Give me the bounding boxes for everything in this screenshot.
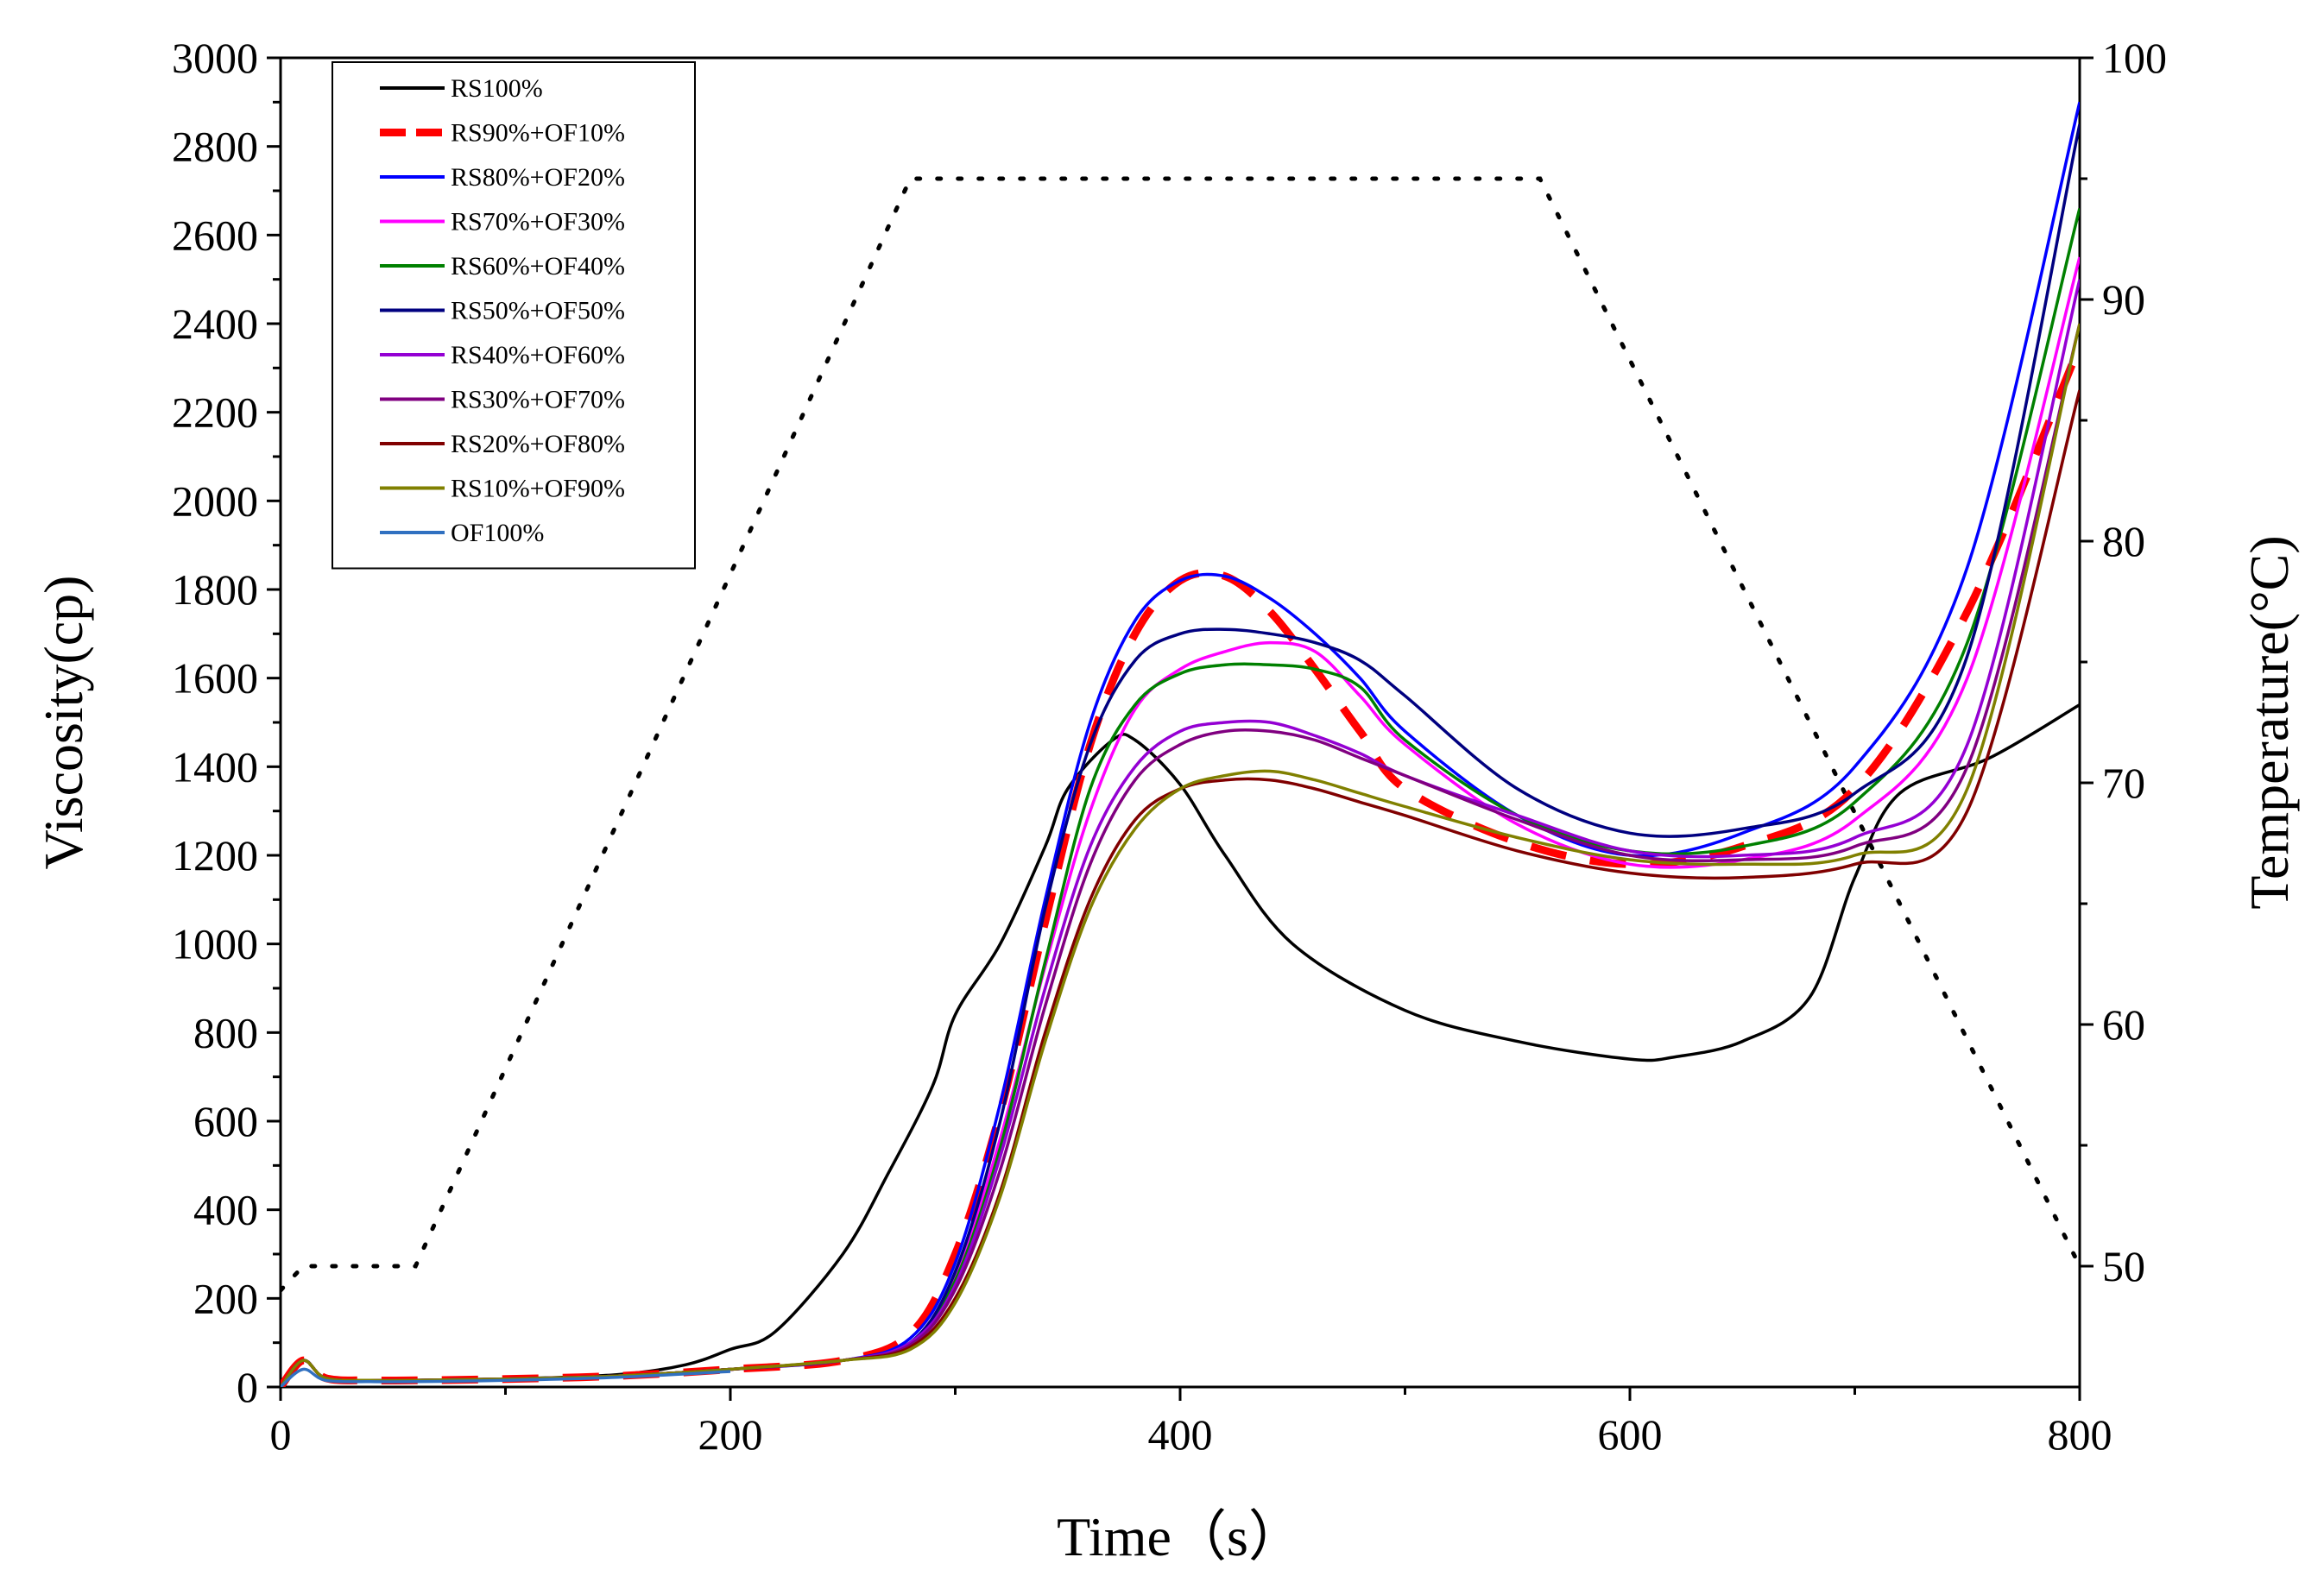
y2-tick-label: 60 [2102, 1000, 2145, 1049]
legend-label: RS30%+OF70% [451, 386, 625, 414]
plot-content [281, 101, 2080, 1387]
y-tick-label: 1400 [172, 742, 258, 791]
legend-box [332, 61, 696, 570]
y2-tick-label: 70 [2102, 759, 2145, 807]
y-tick-label: 2800 [172, 123, 258, 171]
legend-label: RS20%+OF80% [451, 430, 625, 458]
y2-tick-label: 100 [2102, 34, 2167, 82]
y-tick-label: 2600 [172, 211, 258, 259]
x-tick-label: 800 [2048, 1410, 2112, 1459]
axes: 0200400600800100012001400160018002000220… [172, 34, 2167, 1459]
series-line-11 [281, 1367, 731, 1387]
y-tick-label: 1800 [172, 565, 258, 614]
y2-tick-label: 90 [2102, 275, 2145, 324]
x-tick-label: 200 [698, 1410, 763, 1459]
legend-label: RS40%+OF60% [451, 341, 625, 369]
y-tick-label: 1000 [172, 920, 258, 968]
y-tick-label: 200 [193, 1274, 258, 1322]
y-tick-label: 800 [193, 1008, 258, 1056]
x-tick-label: 400 [1148, 1410, 1213, 1459]
y2-tick-label: 50 [2102, 1242, 2145, 1290]
y2-axis-title: Temperature(°C) [2239, 535, 2300, 909]
y-tick-label: 600 [193, 1097, 258, 1145]
x-tick-label: 600 [1598, 1410, 1663, 1459]
series-line-1 [281, 703, 2080, 1387]
y-tick-label: 2000 [172, 476, 258, 525]
legend-label: RS50%+OF50% [451, 297, 625, 325]
legend: RS100% RS90%+OF10% RS80%+OF20% RS70%+OF30% R… [332, 61, 696, 570]
legend-label: RS80%+OF20% [451, 163, 625, 192]
legend-label: OF100% [451, 519, 544, 547]
legend-label: RS60%+OF40% [451, 252, 625, 281]
y-axis-title: Viscosity(cp) [33, 576, 94, 870]
legend-label: RS70%+OF30% [451, 208, 625, 236]
y2-tick-label: 80 [2102, 517, 2145, 565]
y-tick-label: 2400 [172, 299, 258, 348]
legend-label: RS10%+OF90% [451, 475, 625, 503]
y-tick-label: 3000 [172, 34, 258, 82]
legend-label: RS100% [451, 74, 543, 103]
y-tick-label: 2200 [172, 388, 258, 437]
x-tick-label: 0 [270, 1410, 292, 1459]
y-tick-label: 1200 [172, 831, 258, 879]
y-tick-label: 0 [237, 1363, 258, 1411]
legend-label: RS90%+OF10% [451, 119, 625, 148]
x-axis-title: Time（s） [1057, 1506, 1304, 1567]
y-tick-label: 1600 [172, 654, 258, 703]
y-tick-label: 400 [193, 1186, 258, 1234]
